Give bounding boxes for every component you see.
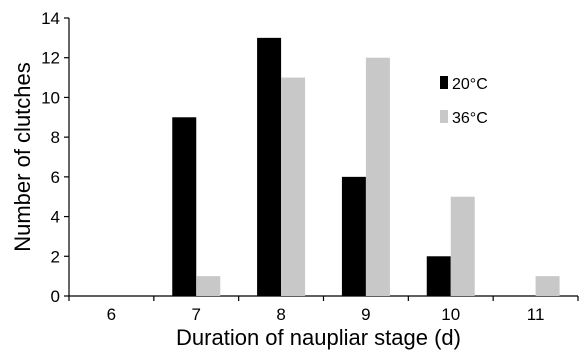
y-tick-label: 12 xyxy=(41,49,60,68)
x-tick-label: 11 xyxy=(527,305,545,324)
y-tick-label: 8 xyxy=(51,128,60,147)
y-axis-title: Number of clutches xyxy=(10,62,35,252)
bar-series1 xyxy=(257,37,282,296)
x-tick-label: 8 xyxy=(276,305,285,324)
legend-label: 36°C xyxy=(452,110,488,127)
x-tick-label: 9 xyxy=(361,305,370,324)
bar-series2 xyxy=(196,276,221,296)
y-tick-label: 4 xyxy=(51,208,60,227)
y-axis: 0 2 4 6 8 10 12 14 xyxy=(41,9,70,306)
legend-label: 20°C xyxy=(452,76,488,93)
bar-series1 xyxy=(426,256,451,296)
bar-series2 xyxy=(450,196,475,296)
y-tick-label: 6 xyxy=(51,168,60,187)
x-axis-title: Duration of naupliar stage (d) xyxy=(176,325,461,350)
x-tick-label: 7 xyxy=(192,305,201,324)
bar-series1 xyxy=(341,176,366,296)
legend-swatch xyxy=(440,76,448,89)
y-tick-label: 0 xyxy=(51,287,60,306)
bar-series2 xyxy=(365,57,390,296)
bar-series2 xyxy=(281,77,306,296)
x-tick-label: 10 xyxy=(441,305,460,324)
bar-series2 xyxy=(535,276,560,296)
y-tick-label: 2 xyxy=(51,247,60,266)
x-axis: 6 7 8 9 10 11 xyxy=(68,295,579,324)
y-tick-label: 14 xyxy=(41,9,60,28)
legend-swatch xyxy=(440,110,448,123)
legend: 20°C 36°C xyxy=(440,76,488,127)
bar-series1 xyxy=(172,117,197,297)
y-tick-label: 10 xyxy=(41,88,60,107)
x-tick-label: 6 xyxy=(107,305,116,324)
bars xyxy=(172,37,560,297)
